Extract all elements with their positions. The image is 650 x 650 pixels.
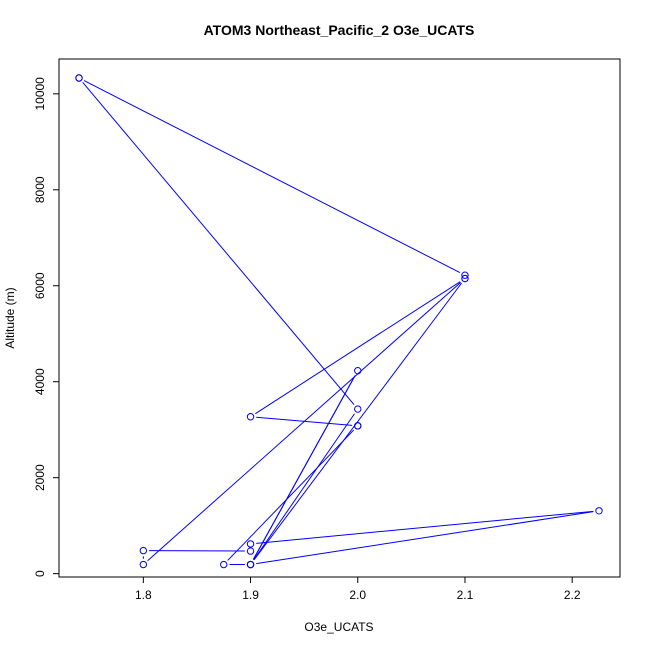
x-tick-label: 2.1	[457, 588, 474, 602]
x-axis: 1.8 1.9 2.0 2.1 2.2	[135, 577, 581, 602]
series-segment	[83, 80, 461, 274]
y-axis-label: Altitude (m)	[3, 287, 17, 348]
y-tick-label: 6000	[33, 272, 47, 299]
x-tick-label: 2.0	[349, 588, 366, 602]
y-tick-label: 4000	[33, 368, 47, 395]
data-point	[354, 405, 362, 413]
series-segment	[255, 281, 461, 415]
data-point	[461, 271, 469, 279]
y-tick-label: 2000	[33, 464, 47, 491]
data-point	[246, 547, 255, 555]
data-point	[220, 560, 228, 569]
chart-title: ATOM3 Northeast_Pacific_2 O3e_UCATS	[204, 22, 475, 38]
data-point	[354, 366, 362, 375]
series-segment	[256, 511, 594, 565]
y-tick-label: 10000	[33, 77, 47, 111]
y-tick-label: 0	[33, 570, 47, 577]
series-segment	[256, 416, 353, 426]
y-axis: 0 2000 4000 6000 8000 10000	[33, 77, 59, 577]
series-layer	[75, 74, 603, 569]
series-segment	[227, 429, 355, 561]
x-tick-label: 2.2	[564, 588, 581, 602]
series-segment	[252, 375, 356, 560]
x-tick-label: 1.9	[242, 588, 259, 602]
x-tick-label: 1.8	[135, 588, 152, 602]
data-point	[75, 74, 83, 82]
series-segment	[253, 282, 462, 561]
data-point	[246, 560, 255, 569]
data-point	[139, 546, 148, 555]
data-point	[139, 560, 148, 569]
series-segment	[253, 413, 355, 561]
series-segment	[82, 82, 355, 406]
plot-frame	[58, 58, 621, 578]
x-axis-label: O3e_UCATS	[304, 620, 373, 634]
y-tick-label: 8000	[33, 176, 47, 203]
data-point	[246, 413, 255, 421]
data-point	[354, 422, 362, 430]
data-point	[461, 274, 469, 283]
series-segment	[256, 510, 594, 544]
data-point	[595, 507, 603, 515]
data-point	[246, 540, 255, 548]
